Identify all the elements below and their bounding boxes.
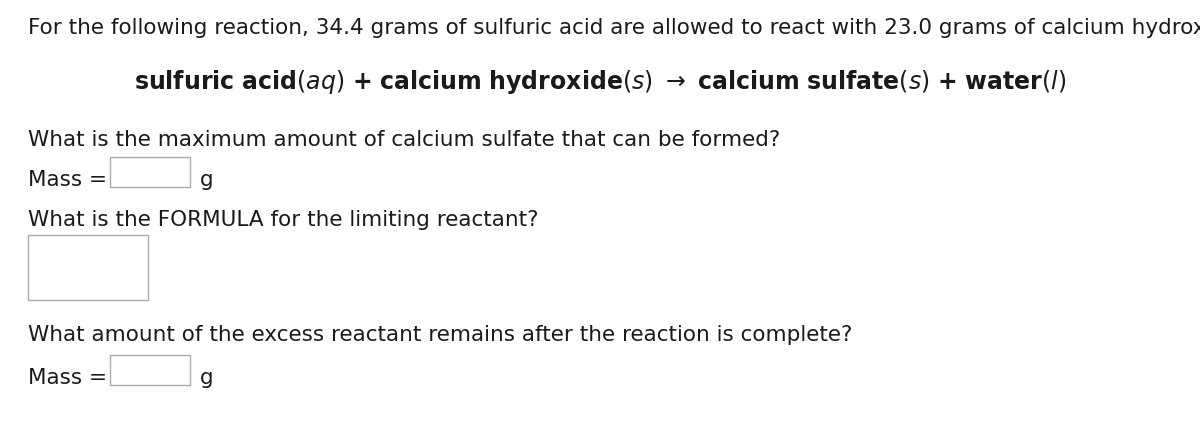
Text: Mass =: Mass = [28, 368, 114, 388]
FancyBboxPatch shape [110, 157, 190, 187]
Text: $\bf{sulfuric\ acid}$$(aq)$$\ \bf{+}\ $$\bf{calcium\ hydroxide}$$(s)$$\ \rightar: $\bf{sulfuric\ acid}$$(aq)$$\ \bf{+}\ $$… [134, 68, 1066, 96]
Text: g: g [200, 170, 214, 190]
FancyBboxPatch shape [28, 235, 148, 300]
FancyBboxPatch shape [110, 355, 190, 385]
Text: What is the FORMULA for the limiting reactant?: What is the FORMULA for the limiting rea… [28, 210, 539, 230]
Text: For the following reaction, 34.4 grams of sulfuric acid are allowed to react wit: For the following reaction, 34.4 grams o… [28, 18, 1200, 38]
Text: What amount of the excess reactant remains after the reaction is complete?: What amount of the excess reactant remai… [28, 325, 852, 345]
Text: What is the maximum amount of calcium sulfate that can be formed?: What is the maximum amount of calcium su… [28, 130, 780, 150]
Text: Mass =: Mass = [28, 170, 114, 190]
Text: g: g [200, 368, 214, 388]
